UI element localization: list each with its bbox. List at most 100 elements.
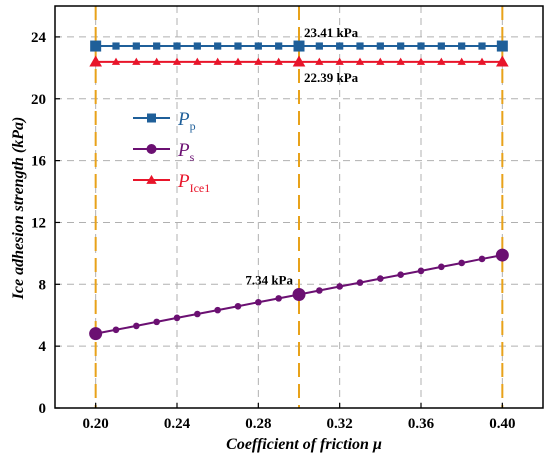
y-axis-title: Ice adhesion strength (kPa) [10, 117, 27, 301]
y-tick-label: 8 [39, 277, 47, 293]
data-point [89, 55, 102, 67]
data-point [193, 42, 201, 50]
x-axis-title: Coefficient of friction μ [226, 436, 382, 453]
series-s [89, 248, 509, 341]
annotation-label: 23.41 kPa [304, 25, 359, 40]
data-point [396, 57, 405, 65]
data-point [133, 322, 140, 330]
data-point [397, 271, 404, 279]
data-point [377, 275, 384, 282]
data-point [376, 42, 384, 50]
data-point [397, 42, 405, 50]
y-tick-label: 4 [39, 339, 47, 355]
data-point [356, 42, 364, 50]
data-point [112, 42, 120, 50]
data-point [233, 57, 243, 65]
data-point [111, 57, 121, 65]
data-point [478, 42, 486, 50]
legend-label: Ps [177, 140, 195, 164]
series-ice1 [89, 55, 509, 67]
series-group [89, 40, 509, 341]
data-point [416, 57, 426, 65]
data-point [132, 42, 140, 50]
data-point [316, 287, 323, 294]
x-tick-label: 0.20 [83, 416, 109, 432]
legend-item-p: Pp [133, 109, 196, 133]
data-point [172, 57, 182, 65]
legend-label: PIce1 [177, 171, 210, 195]
data-point [193, 57, 202, 65]
data-point [152, 57, 161, 65]
data-point [153, 318, 160, 326]
y-tick-label: 0 [39, 401, 47, 417]
data-point [194, 310, 201, 318]
data-point [458, 42, 466, 50]
data-point [214, 42, 222, 50]
series-p [90, 40, 508, 52]
reference-lines [94, 6, 504, 408]
data-point [417, 42, 425, 50]
data-point [153, 42, 161, 50]
x-tick-label: 0.36 [408, 416, 435, 432]
data-point [234, 42, 242, 50]
data-point [336, 283, 343, 290]
data-point [335, 57, 344, 65]
legend-marker [146, 174, 157, 184]
data-point [213, 57, 222, 65]
x-tick-label: 0.40 [489, 416, 515, 432]
data-point [315, 42, 323, 50]
legend-marker [147, 113, 156, 123]
data-point [495, 248, 509, 262]
data-point [214, 306, 221, 314]
y-tick-label: 16 [31, 154, 47, 170]
plot-frame-border [54, 5, 544, 409]
data-point [173, 314, 181, 322]
data-point [477, 57, 487, 65]
data-point [417, 267, 425, 275]
data-point [132, 57, 141, 65]
legend-marker [146, 144, 157, 154]
data-point [254, 57, 263, 65]
data-point [355, 57, 365, 65]
x-tick-label: 0.24 [164, 416, 191, 432]
data-point [496, 40, 508, 52]
plot-frame [54, 5, 544, 409]
legend-item-ice1: PIce1 [133, 171, 210, 195]
data-point [336, 42, 344, 50]
y-tick-label: 12 [31, 215, 46, 231]
data-point [496, 55, 509, 67]
data-point [457, 57, 466, 65]
data-point [89, 327, 103, 341]
data-point [275, 295, 282, 302]
data-point [437, 57, 446, 65]
data-point [438, 263, 445, 271]
x-tick-label: 0.28 [245, 416, 271, 432]
legend-label: Pp [177, 109, 196, 133]
data-point [478, 255, 486, 263]
data-point [292, 288, 306, 302]
data-point [90, 40, 102, 52]
data-point [292, 55, 306, 67]
data-point [112, 326, 120, 334]
data-point [274, 57, 283, 65]
data-point [275, 42, 283, 50]
data-point [458, 259, 465, 267]
legend: Pp Ps PIce1 [133, 109, 210, 195]
data-point [437, 42, 445, 50]
data-point [255, 298, 262, 306]
data-point [173, 42, 181, 50]
annotation-label: 7.34 kPa [245, 273, 293, 288]
axis-ticks: 0.20 0.24 0.28 0.32 0.36 0.40 0 4 8 12 16 20 24 [31, 30, 515, 432]
annotation-label: 22.39 kPa [304, 70, 359, 85]
y-tick-label: 24 [31, 30, 47, 46]
y-tick-label: 20 [31, 92, 46, 108]
data-point [254, 42, 262, 50]
x-tick-label: 0.32 [327, 416, 353, 432]
data-point [234, 302, 242, 310]
annotations: 23.41 kPa 22.39 kPa 7.34 kPa [245, 25, 358, 287]
data-point [315, 57, 324, 65]
data-point [376, 57, 385, 65]
data-point [356, 279, 364, 286]
data-point [293, 40, 305, 52]
